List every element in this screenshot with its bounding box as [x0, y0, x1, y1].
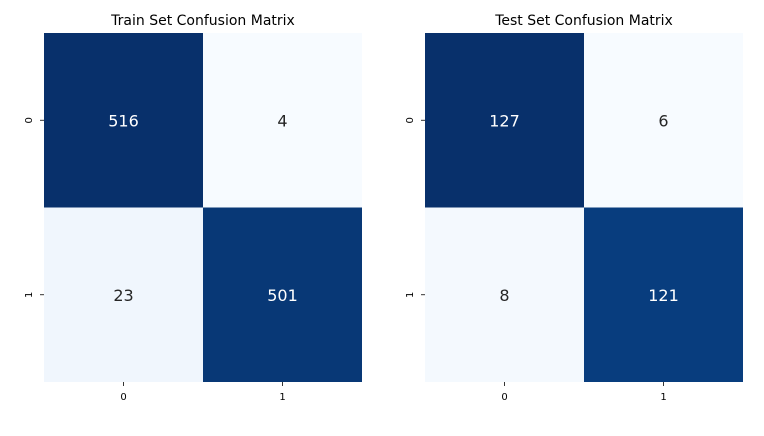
train-x-tick-label-1: 1 [279, 392, 285, 403]
test-cell-label-0-1: 6 [658, 111, 668, 130]
train-confusion-matrix: Train Set Confusion Matrix 516 4 23 501 0 1 0 1 [24, 13, 362, 403]
test-x-tick-label-1: 1 [660, 392, 666, 403]
test-cell-0-1 [584, 33, 743, 208]
test-cell-label-0-0: 127 [489, 111, 520, 130]
train-cell-0-0 [44, 33, 203, 208]
train-y-tick-label-1: 1 [24, 292, 35, 298]
train-x-tick-label-0: 0 [120, 392, 126, 403]
test-cell-label-1-0: 8 [499, 286, 509, 305]
train-chart-title: Train Set Confusion Matrix [110, 13, 295, 29]
train-cell-1-1 [203, 207, 362, 382]
test-cell-1-1 [584, 207, 743, 382]
test-cell-1-0 [425, 207, 584, 382]
train-cell-label-0-1: 4 [277, 111, 287, 130]
test-confusion-matrix: Test Set Confusion Matrix 127 6 8 121 0 1 0 1 [405, 13, 743, 403]
train-cell-label-1-1: 501 [267, 286, 298, 305]
test-cell-0-0 [425, 33, 584, 208]
train-cell-label-0-0: 516 [108, 111, 139, 130]
test-y-tick-label-0: 0 [405, 117, 416, 123]
test-y-tick-label-1: 1 [405, 292, 416, 298]
train-cell-0-1 [203, 33, 362, 208]
test-cell-label-1-1: 121 [648, 286, 679, 305]
train-y-tick-label-0: 0 [24, 117, 35, 123]
test-x-tick-label-0: 0 [501, 392, 507, 403]
train-cell-label-1-0: 23 [113, 286, 133, 305]
test-chart-title: Test Set Confusion Matrix [494, 13, 673, 29]
train-cell-1-0 [44, 207, 203, 382]
